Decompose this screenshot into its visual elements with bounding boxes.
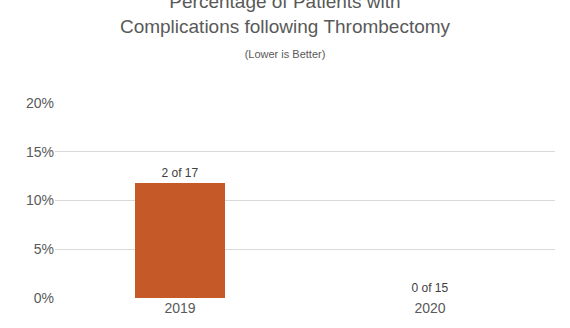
svg-text:15%: 15%: [26, 144, 54, 160]
svg-text:2 of 17: 2 of 17: [161, 166, 198, 180]
svg-text:10%: 10%: [26, 192, 54, 208]
svg-text:2020: 2020: [414, 300, 445, 316]
svg-text:0%: 0%: [34, 290, 54, 306]
svg-text:20%: 20%: [26, 95, 54, 111]
svg-text:Percentage of Patients withCom: Percentage of Patients withComplications…: [120, 0, 451, 60]
svg-text:0 of 15: 0 of 15: [411, 281, 448, 295]
svg-text:5%: 5%: [34, 241, 54, 257]
svg-text:2019: 2019: [164, 300, 195, 316]
